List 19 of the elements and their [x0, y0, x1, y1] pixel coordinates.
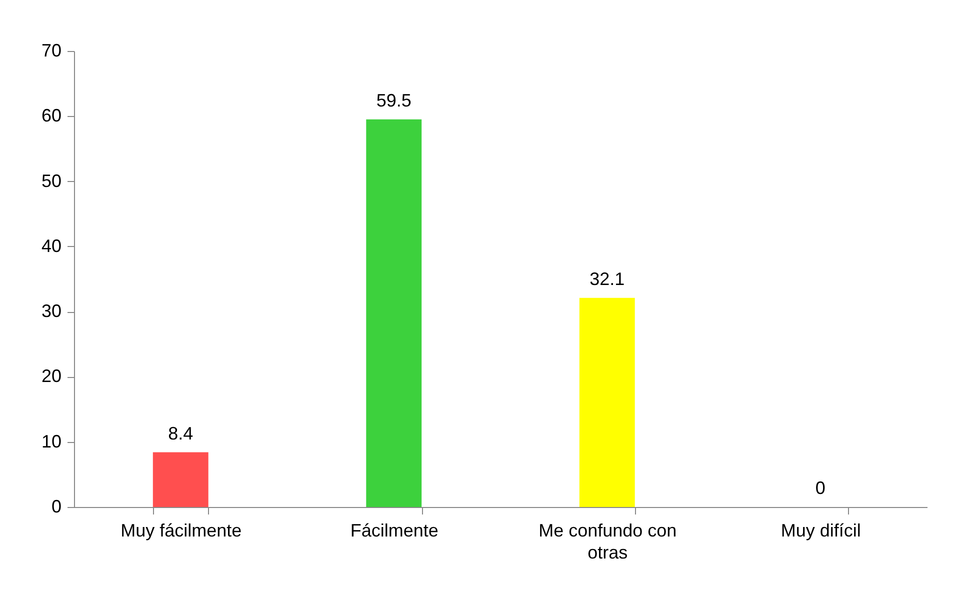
x-tick-label: Muy difícil	[780, 520, 861, 540]
bar	[366, 119, 422, 507]
y-tick-label: 60	[41, 106, 62, 126]
data-label: 32.1	[590, 268, 625, 289]
y-tick-label: 0	[51, 496, 62, 516]
y-tick-label: 10	[41, 431, 62, 452]
x-tick-label: Fácilmente	[350, 520, 438, 540]
data-label: 0	[815, 478, 826, 498]
y-tick-label: 30	[41, 301, 62, 322]
x-tick-label: Me confundo con otras	[538, 520, 677, 562]
y-tick-label: 70	[41, 40, 62, 60]
bar	[152, 452, 208, 507]
bar	[579, 298, 635, 507]
y-tick-label: 50	[41, 170, 62, 191]
data-label: 8.4	[168, 423, 194, 444]
x-tick-label: Muy fácilmente	[120, 520, 242, 540]
data-label: 59.5	[376, 90, 412, 110]
y-tick-label: 40	[41, 236, 62, 256]
y-tick-label: 20	[41, 366, 62, 386]
